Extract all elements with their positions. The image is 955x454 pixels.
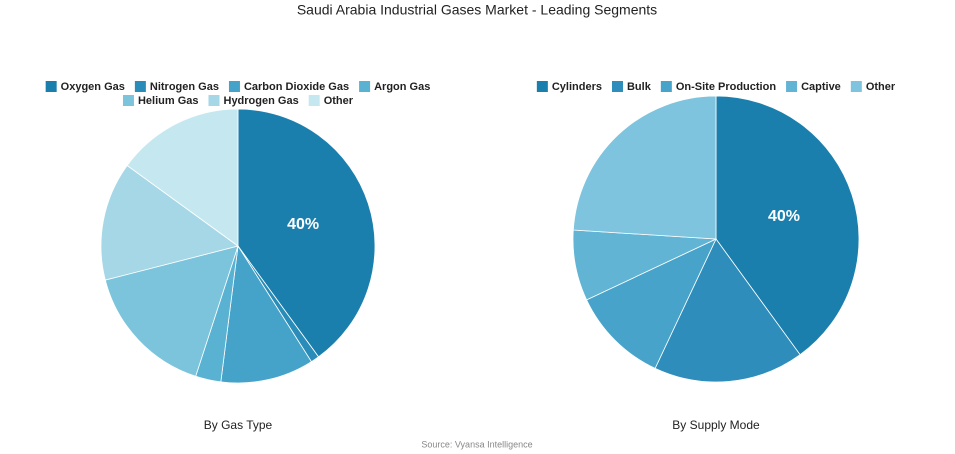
legend-label: On-Site Production <box>676 81 777 93</box>
legend-item: Cylinders <box>536 81 602 93</box>
legend-item: Captive <box>786 81 841 93</box>
chart-title: By Supply Mode <box>672 418 760 432</box>
legend-item: Hydrogen Gas <box>208 95 299 107</box>
source: Source: Vyansa Intelligence <box>421 439 532 449</box>
legend-item: Argon Gas <box>359 81 430 93</box>
legend-swatch <box>122 95 134 106</box>
legend-item: Carbon Dioxide Gas <box>228 81 349 93</box>
pie-slice <box>715 95 860 356</box>
legend-item: Helium Gas <box>122 95 199 107</box>
legend-swatch <box>850 81 862 92</box>
pie-slice <box>237 108 376 358</box>
legend-item: Other <box>850 81 896 93</box>
legend-swatch <box>536 81 548 92</box>
legend-label: Other <box>324 95 354 107</box>
pie-slice <box>104 245 239 377</box>
pie-slice <box>126 108 239 247</box>
pie-slice <box>220 244 312 384</box>
legend-item: On-Site Production <box>660 81 777 93</box>
legend-swatch <box>611 81 623 92</box>
pie-slice <box>100 164 239 281</box>
legend-label: Helium Gas <box>138 95 199 107</box>
legend-item: Other <box>308 95 354 107</box>
legend-swatch <box>134 81 146 92</box>
legend-label: Bulk <box>627 81 652 93</box>
legend-swatch <box>308 95 320 106</box>
legend-swatch <box>208 95 220 106</box>
pie-slice <box>654 238 801 383</box>
legend-swatch <box>228 81 240 92</box>
legend-label: Carbon Dioxide Gas <box>244 81 349 93</box>
legend-label: Oxygen Gas <box>61 81 125 93</box>
pie-slice <box>572 95 717 240</box>
legend-label: Argon Gas <box>374 81 430 93</box>
value-label: 40% <box>287 216 319 233</box>
legend-item: Oxygen Gas <box>45 81 125 93</box>
legend-item: Bulk <box>611 81 652 93</box>
value-label: 40% <box>768 208 800 225</box>
legend-swatch <box>45 81 57 92</box>
pie-slice <box>586 238 717 369</box>
legend-label: Other <box>866 81 896 93</box>
legend-label: Captive <box>801 81 841 93</box>
legend-swatch <box>786 81 798 92</box>
legend-label: Cylinders <box>552 81 602 93</box>
legend-label: Nitrogen Gas <box>150 81 219 93</box>
legend-item: Nitrogen Gas <box>134 81 219 93</box>
legend-label: Hydrogen Gas <box>224 95 299 107</box>
chart-title: By Gas Type <box>204 418 273 432</box>
page-title: Saudi Arabia Industrial Gases Market - L… <box>297 2 657 18</box>
legend-swatch <box>660 81 672 92</box>
legend-swatch <box>359 81 371 92</box>
